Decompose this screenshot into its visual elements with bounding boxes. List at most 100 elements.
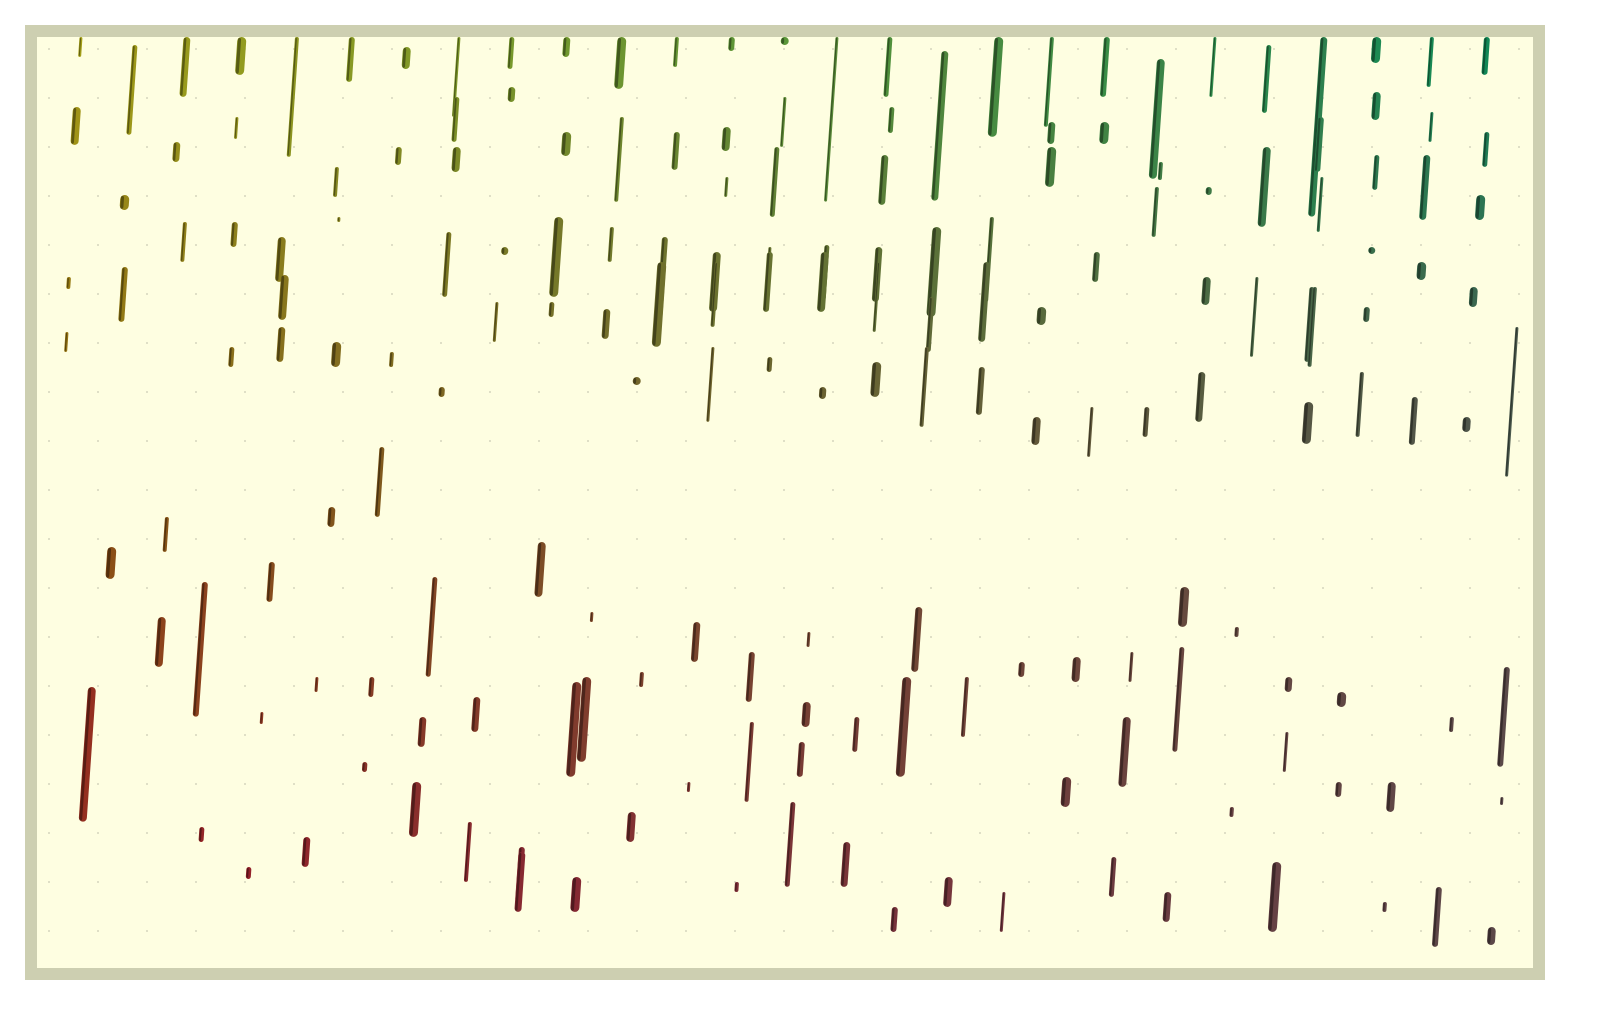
bar-mark bbox=[1355, 371, 1364, 437]
grid-dot bbox=[195, 293, 197, 295]
grid-dot bbox=[391, 538, 393, 540]
bar-mark-shade bbox=[602, 309, 607, 338]
grid-dot bbox=[1175, 832, 1177, 834]
grid-dot bbox=[1469, 244, 1471, 246]
bar-mark-shade bbox=[375, 447, 382, 516]
bar-mark-shade bbox=[927, 227, 937, 316]
grid-dot bbox=[783, 293, 785, 295]
grid-dot bbox=[832, 832, 834, 834]
grid-dot bbox=[244, 685, 246, 687]
grid-dot bbox=[636, 244, 638, 246]
bar-mark bbox=[960, 676, 969, 737]
grid-dot bbox=[97, 440, 99, 442]
grid-dot bbox=[440, 97, 442, 99]
grid-dot bbox=[1126, 97, 1128, 99]
grid-dot bbox=[48, 489, 50, 491]
bar-mark bbox=[549, 216, 564, 297]
grid-dot bbox=[1273, 293, 1275, 295]
bar-mark bbox=[314, 676, 319, 692]
bar-mark-shade bbox=[337, 217, 340, 221]
grid-dot bbox=[342, 391, 344, 393]
bar-mark bbox=[548, 301, 555, 317]
bar-mark bbox=[401, 46, 411, 69]
bar-mark-shade bbox=[852, 717, 857, 751]
grid-dot bbox=[538, 244, 540, 246]
grid-dot bbox=[1273, 342, 1275, 344]
grid-dot bbox=[1322, 881, 1324, 883]
grid-dot bbox=[342, 342, 344, 344]
grid-dot bbox=[832, 489, 834, 491]
bar-mark bbox=[389, 351, 394, 367]
grid-dot bbox=[1518, 489, 1520, 491]
grid-dot bbox=[1126, 342, 1128, 344]
bar-mark-shade bbox=[493, 302, 498, 341]
bar-mark bbox=[192, 581, 208, 717]
grid-dot bbox=[979, 636, 981, 638]
grid-dot bbox=[832, 881, 834, 883]
bar-mark bbox=[673, 37, 679, 67]
grid-dot bbox=[1420, 538, 1422, 540]
grid-dot bbox=[1126, 930, 1128, 932]
grid-dot bbox=[1420, 930, 1422, 932]
grid-dot bbox=[1028, 342, 1030, 344]
grid-dot bbox=[538, 146, 540, 148]
grid-dot bbox=[391, 832, 393, 834]
grid-dot bbox=[97, 244, 99, 246]
grid-dot bbox=[1371, 293, 1373, 295]
bar-mark bbox=[614, 37, 627, 89]
grid-dot bbox=[1028, 685, 1030, 687]
grid-dot bbox=[1175, 195, 1177, 197]
grid-dot bbox=[293, 930, 295, 932]
grid-dot bbox=[1469, 489, 1471, 491]
grid-dot bbox=[1028, 48, 1030, 50]
grid-dot bbox=[1420, 342, 1422, 344]
bar-mark bbox=[769, 146, 780, 217]
grid-dot bbox=[1224, 97, 1226, 99]
bar-mark bbox=[1018, 661, 1025, 677]
grid-dot bbox=[48, 538, 50, 540]
bar-mark bbox=[818, 386, 827, 399]
grid-dot bbox=[97, 342, 99, 344]
grid-dot bbox=[489, 783, 491, 785]
grid-dot bbox=[881, 930, 883, 932]
bar-mark bbox=[626, 811, 636, 842]
grid-dot bbox=[48, 293, 50, 295]
grid-dot bbox=[342, 881, 344, 883]
bar-mark-shade bbox=[1308, 287, 1315, 366]
bar-mark-shade bbox=[1356, 372, 1362, 436]
grid-dot bbox=[195, 832, 197, 834]
grid-dot bbox=[489, 48, 491, 50]
grid-dot bbox=[783, 391, 785, 393]
grid-dot bbox=[342, 538, 344, 540]
grid-dot bbox=[97, 685, 99, 687]
bar-mark bbox=[408, 781, 422, 837]
grid-dot bbox=[146, 342, 148, 344]
bar-mark bbox=[1234, 626, 1239, 637]
bar-mark-shade bbox=[120, 195, 125, 209]
bar-mark-shade bbox=[260, 712, 263, 723]
grid-dot bbox=[587, 48, 589, 50]
grid-dot bbox=[832, 538, 834, 540]
bar-mark bbox=[452, 37, 461, 117]
bar-mark-shade bbox=[1505, 327, 1518, 476]
bar-mark bbox=[1267, 861, 1282, 932]
grid-dot bbox=[636, 146, 638, 148]
grid-dot bbox=[440, 685, 442, 687]
bar-mark bbox=[162, 516, 169, 552]
bar-mark-shade bbox=[501, 247, 505, 254]
bar-mark-shade bbox=[1363, 307, 1367, 321]
grid-dot bbox=[195, 881, 197, 883]
grid-dot bbox=[685, 440, 687, 442]
grid-dot bbox=[1518, 587, 1520, 589]
bar-mark bbox=[975, 366, 985, 415]
bar-mark-shade bbox=[561, 132, 567, 155]
bar-mark bbox=[870, 361, 882, 397]
grid-dot bbox=[685, 244, 687, 246]
bar-mark bbox=[1151, 186, 1159, 237]
grid-dot bbox=[881, 293, 883, 295]
grid-dot bbox=[342, 734, 344, 736]
grid-dot bbox=[1518, 685, 1520, 687]
grid-dot bbox=[1469, 391, 1471, 393]
grid-dot bbox=[293, 293, 295, 295]
grid-dot bbox=[734, 783, 736, 785]
